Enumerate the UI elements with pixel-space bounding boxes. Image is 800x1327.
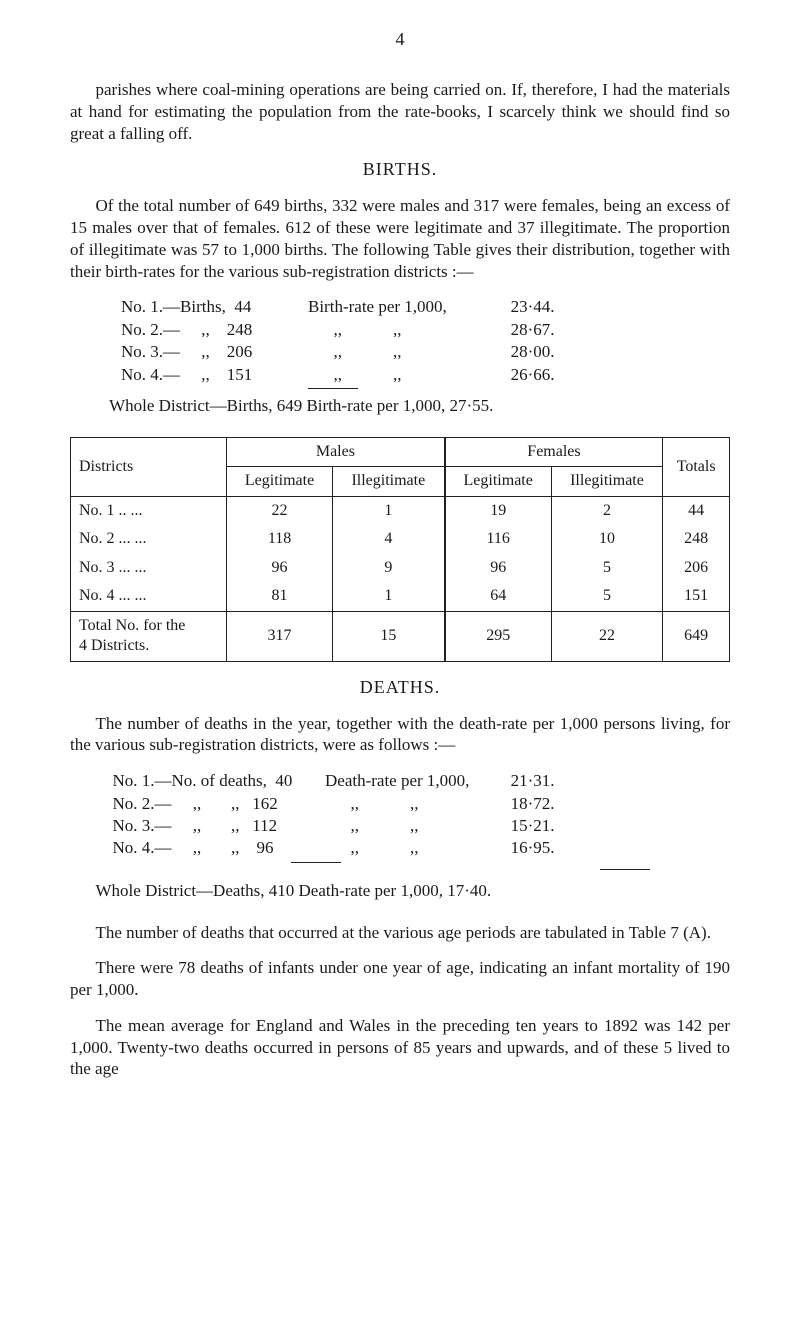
births-rate-row-4: No. 4.— ,, 151 ,, ,, 26·66. bbox=[70, 364, 730, 386]
cell: 248 bbox=[663, 525, 730, 553]
th-districts: Districts bbox=[71, 437, 227, 496]
rate: 18·72. bbox=[487, 793, 555, 815]
label: No. 2.— ,, 248 bbox=[121, 319, 308, 341]
cell: 64 bbox=[445, 582, 552, 611]
cell: 44 bbox=[663, 496, 730, 525]
th-males: Males bbox=[227, 437, 445, 466]
label: No. 1.—Births, 44 bbox=[121, 296, 308, 318]
cell-district: Total No. for the 4 Districts. bbox=[71, 611, 227, 661]
cell: 5 bbox=[551, 554, 663, 582]
whole-district-births: Whole District—Births, 649 Birth-rate pe… bbox=[70, 395, 730, 417]
mid: ,, ,, bbox=[308, 341, 487, 363]
th-totals: Totals bbox=[663, 437, 730, 496]
births-rate-row-2: No. 2.— ,, 248 ,, ,, 28·67. bbox=[70, 319, 730, 341]
cell: 81 bbox=[227, 582, 333, 611]
cell: 118 bbox=[227, 525, 333, 553]
rate: 28·67. bbox=[487, 319, 555, 341]
page: 4 parishes where coal-mining operations … bbox=[0, 0, 800, 1327]
cell: 1 bbox=[332, 582, 444, 611]
rate: 15·21. bbox=[487, 815, 555, 837]
births-rate-row-1: No. 1.—Births, 44 Birth-rate per 1,000, … bbox=[70, 296, 730, 318]
rate: 26·66. bbox=[487, 364, 555, 386]
label: No. 4.— ,, ,, 96 bbox=[113, 837, 326, 859]
cell: 317 bbox=[227, 611, 333, 661]
table-row: No. 1 .. ... 22 1 19 2 44 bbox=[71, 496, 730, 525]
deaths-rate-row-4: No. 4.— ,, ,, 96 ,, ,, 16·95. bbox=[70, 837, 730, 859]
births-rate-list: No. 1.—Births, 44 Birth-rate per 1,000, … bbox=[70, 296, 730, 389]
deaths-rate-row-1: No. 1.—No. of deaths, 40 Death-rate per … bbox=[70, 770, 730, 792]
th-f-illegit: Illegitimate bbox=[551, 467, 663, 496]
cell: 206 bbox=[663, 554, 730, 582]
th-m-illegit: Illegitimate bbox=[332, 467, 444, 496]
rate: 23·44. bbox=[487, 296, 555, 318]
cell: 649 bbox=[663, 611, 730, 661]
table-row: No. 4 ... ... 81 1 64 5 151 bbox=[71, 582, 730, 611]
cell: 19 bbox=[445, 496, 552, 525]
mid: ,, ,, bbox=[325, 837, 487, 859]
rule-small bbox=[600, 869, 650, 870]
cell-district: No. 1 .. ... bbox=[71, 496, 227, 525]
cell: 10 bbox=[551, 525, 663, 553]
mid: ,, ,, bbox=[325, 815, 487, 837]
table-row: No. 2 ... ... 118 4 116 10 248 bbox=[71, 525, 730, 553]
mid: Birth-rate per 1,000, bbox=[308, 296, 487, 318]
cell: 4 bbox=[332, 525, 444, 553]
cell-district: No. 3 ... ... bbox=[71, 554, 227, 582]
cell: 295 bbox=[445, 611, 552, 661]
mid: Death-rate per 1,000, bbox=[325, 770, 487, 792]
label: No. 3.— ,, ,, 112 bbox=[113, 815, 326, 837]
mid: ,, ,, bbox=[308, 364, 487, 386]
th-m-legit: Legitimate bbox=[227, 467, 333, 496]
mid: ,, ,, bbox=[308, 319, 487, 341]
cell: 22 bbox=[227, 496, 333, 525]
rate: 28·00. bbox=[487, 341, 555, 363]
cell: 116 bbox=[445, 525, 552, 553]
paragraph-3: The number of deaths in the year, togeth… bbox=[70, 713, 730, 757]
paragraph-1: parishes where coal-mining operations ar… bbox=[70, 79, 730, 144]
cell: 15 bbox=[332, 611, 444, 661]
deaths-rate-list: No. 1.—No. of deaths, 40 Death-rate per … bbox=[70, 770, 730, 874]
rule-small bbox=[291, 862, 341, 863]
label: No. 4.— ,, 151 bbox=[121, 364, 308, 386]
th-f-legit: Legitimate bbox=[445, 467, 552, 496]
cell-district: No. 4 ... ... bbox=[71, 582, 227, 611]
cell: 2 bbox=[551, 496, 663, 525]
paragraph-2: Of the total number of 649 births, 332 w… bbox=[70, 195, 730, 282]
label: No. 1.—No. of deaths, 40 bbox=[113, 770, 326, 792]
deaths-rate-row-2: No. 2.— ,, ,, 162 ,, ,, 18·72. bbox=[70, 793, 730, 815]
paragraph-6: The mean average for England and Wales i… bbox=[70, 1015, 730, 1080]
label: No. 3.— ,, 206 bbox=[121, 341, 308, 363]
births-heading: BIRTHS. bbox=[70, 158, 730, 181]
cell: 5 bbox=[551, 582, 663, 611]
label: No. 2.— ,, ,, 162 bbox=[113, 793, 326, 815]
cell: 1 bbox=[332, 496, 444, 525]
deaths-rate-row-3: No. 3.— ,, ,, 112 ,, ,, 15·21. bbox=[70, 815, 730, 837]
cell: 96 bbox=[445, 554, 552, 582]
cell: 151 bbox=[663, 582, 730, 611]
paragraph-4: The number of deaths that occurred at th… bbox=[70, 922, 730, 944]
births-rate-row-3: No. 3.— ,, 206 ,, ,, 28·00. bbox=[70, 341, 730, 363]
table-row-total: Total No. for the 4 Districts. 317 15 29… bbox=[71, 611, 730, 661]
cell: 9 bbox=[332, 554, 444, 582]
rate: 16·95. bbox=[487, 837, 555, 859]
cell-district: No. 2 ... ... bbox=[71, 525, 227, 553]
th-females: Females bbox=[445, 437, 663, 466]
rule-small bbox=[308, 388, 358, 389]
cell: 96 bbox=[227, 554, 333, 582]
mid: ,, ,, bbox=[325, 793, 487, 815]
births-table: Districts Males Females Totals Legitimat… bbox=[70, 437, 730, 662]
table-row: No. 3 ... ... 96 9 96 5 206 bbox=[71, 554, 730, 582]
page-number: 4 bbox=[70, 28, 730, 51]
deaths-heading: DEATHS. bbox=[70, 676, 730, 699]
whole-district-deaths: Whole District—Deaths, 410 Death-rate pe… bbox=[70, 880, 730, 902]
paragraph-5: There were 78 deaths of infants under on… bbox=[70, 957, 730, 1001]
cell: 22 bbox=[551, 611, 663, 661]
rate: 21·31. bbox=[487, 770, 555, 792]
